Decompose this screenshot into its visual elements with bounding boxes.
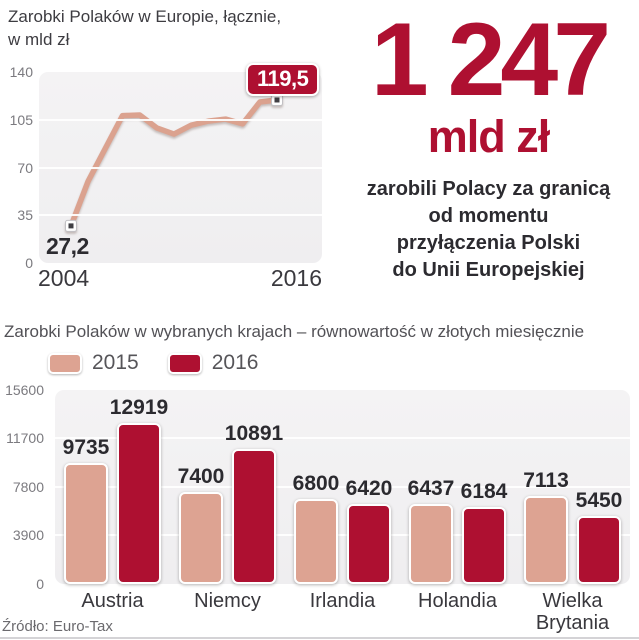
x-tick-2004: 2004 <box>38 265 90 291</box>
line-chart-plot-area: 27,2 <box>39 72 322 263</box>
bar-value-label: 9735 <box>62 436 110 459</box>
bar-2015-niemcy <box>179 492 223 584</box>
x-tick-2016: 2016 <box>270 265 322 291</box>
bar-wrap-2015-niemcy: 7400 <box>178 465 224 584</box>
bar-wrap-2016-holandia: 6184 <box>461 480 507 584</box>
y-axis-tick: 140 <box>9 64 33 80</box>
earnings-trend-line <box>65 93 283 232</box>
bar-wrap-2016-austria: 12919 <box>110 396 168 584</box>
bar-value-label: 10891 <box>224 422 284 445</box>
bar-value-label: 7400 <box>177 465 225 488</box>
y-axis-tick: 11700 <box>6 430 44 446</box>
source-note: Źródło: Euro-Tax <box>2 618 113 635</box>
bar-wrap-2016-niemcy: 10891 <box>225 422 283 584</box>
y-axis-tick: 0 <box>36 576 44 592</box>
category-label-holandia: Holandia <box>418 590 497 612</box>
bar-group-austria: 9735 12919 <box>55 390 170 584</box>
category-label-austria: Austria <box>81 590 144 612</box>
gridline <box>55 486 630 488</box>
bar-2015-austria <box>64 463 108 584</box>
bar-wrap-2016-wielka-brytania: 5450 <box>576 489 622 584</box>
category-label-irlandia: Irlandia <box>309 590 376 612</box>
bar-value-label: 7113 <box>523 469 569 492</box>
headline-description: zarobili Polacy za granicą od momentu pr… <box>366 178 611 281</box>
line-end-value-badge: 119,5 <box>246 63 320 96</box>
y-axis-tick: 35 <box>17 207 33 224</box>
line-chart-y-axis: 0 35 70 105 140 <box>0 60 33 298</box>
gridline <box>39 118 322 121</box>
bar-chart-y-axis: 0 3900 7800 11700 15600 <box>0 382 44 602</box>
bar-wrap-2015-wielka-brytania: 7113 <box>523 469 569 584</box>
y-axis-tick: 0 <box>25 255 33 271</box>
legend-label-2016: 2016 <box>211 351 259 374</box>
bar-wrap-2015-holandia: 6437 <box>408 477 454 584</box>
bar-group-holandia: 6437 6184 <box>400 390 515 584</box>
bar-value-label: 6420 <box>345 477 393 500</box>
legend: 2015 2016 <box>48 351 258 375</box>
gridline <box>55 534 630 536</box>
y-axis-tick: 15600 <box>5 382 44 398</box>
legend-label-2015: 2015 <box>92 351 139 374</box>
bar-2015-irlandia <box>294 499 338 584</box>
bar-2016-wielka-brytania <box>577 516 621 584</box>
bar-wrap-2015-irlandia: 6800 <box>293 472 339 584</box>
line-start-value-label: 27,2 <box>46 233 89 259</box>
bar-2016-irlandia <box>347 504 391 584</box>
bar-group-wielka-brytania: 7113 5450 <box>515 390 630 584</box>
legend-swatch-2015 <box>48 352 82 374</box>
headline-unit: mld zł <box>427 111 551 162</box>
bar-2015-wielka-brytania <box>524 496 568 584</box>
bar-2016-niemcy <box>232 449 276 584</box>
headline-stat: 1 247 mld zł zarobili Polacy za granicą … <box>338 2 639 284</box>
bar-group-niemcy: 7400 10891 <box>170 390 285 584</box>
y-axis-tick: 70 <box>17 159 33 176</box>
bar-2016-austria <box>117 423 161 584</box>
category-label-niemcy: Niemcy <box>194 590 261 612</box>
category-label-wielka-brytania: Wielka Brytania <box>535 590 610 634</box>
data-point-marker-dot <box>68 223 74 229</box>
line-chart: 0 35 70 105 140 27,2 119,5 2004 2016 <box>0 60 340 298</box>
bar-wrap-2015-austria: 9735 <box>63 436 109 584</box>
bar-wrap-2016-irlandia: 6420 <box>346 477 392 584</box>
bar-group-irlandia: 6800 6420 <box>285 390 400 584</box>
gridline <box>39 166 322 169</box>
line-chart-title: Zarobki Polaków w Europie, łącznie, w ml… <box>8 7 282 49</box>
headline-number: 1 247 <box>370 2 611 118</box>
trend-polyline <box>68 97 280 229</box>
bar-value-label: 12919 <box>109 396 169 419</box>
bar-chart-title: Zarobki Polaków w wybranych krajach – ró… <box>4 322 585 341</box>
bar-chart-plot-area: 9735 12919 7400 10891 6800 6420 6437 6184 7113 54… <box>55 390 630 584</box>
y-axis-tick: 3900 <box>12 527 44 543</box>
bar-2015-holandia <box>409 504 453 584</box>
gridline <box>55 437 630 439</box>
bar-2016-holandia <box>462 507 506 584</box>
y-axis-tick: 7800 <box>12 479 44 495</box>
bar-value-label: 5450 <box>575 489 623 512</box>
bottom-divider <box>0 637 639 639</box>
data-point-marker-dot <box>274 97 280 103</box>
legend-swatch-2016 <box>167 352 202 374</box>
bar-value-label: 6184 <box>460 480 508 503</box>
y-axis-tick: 105 <box>9 111 33 128</box>
bar-value-label: 6437 <box>407 477 455 500</box>
gridline <box>39 214 322 217</box>
bar-chart-category-axis: Austria Niemcy Irlandia Holandia Wielka Bryt… <box>55 590 630 634</box>
bar-value-label: 6800 <box>292 472 340 495</box>
